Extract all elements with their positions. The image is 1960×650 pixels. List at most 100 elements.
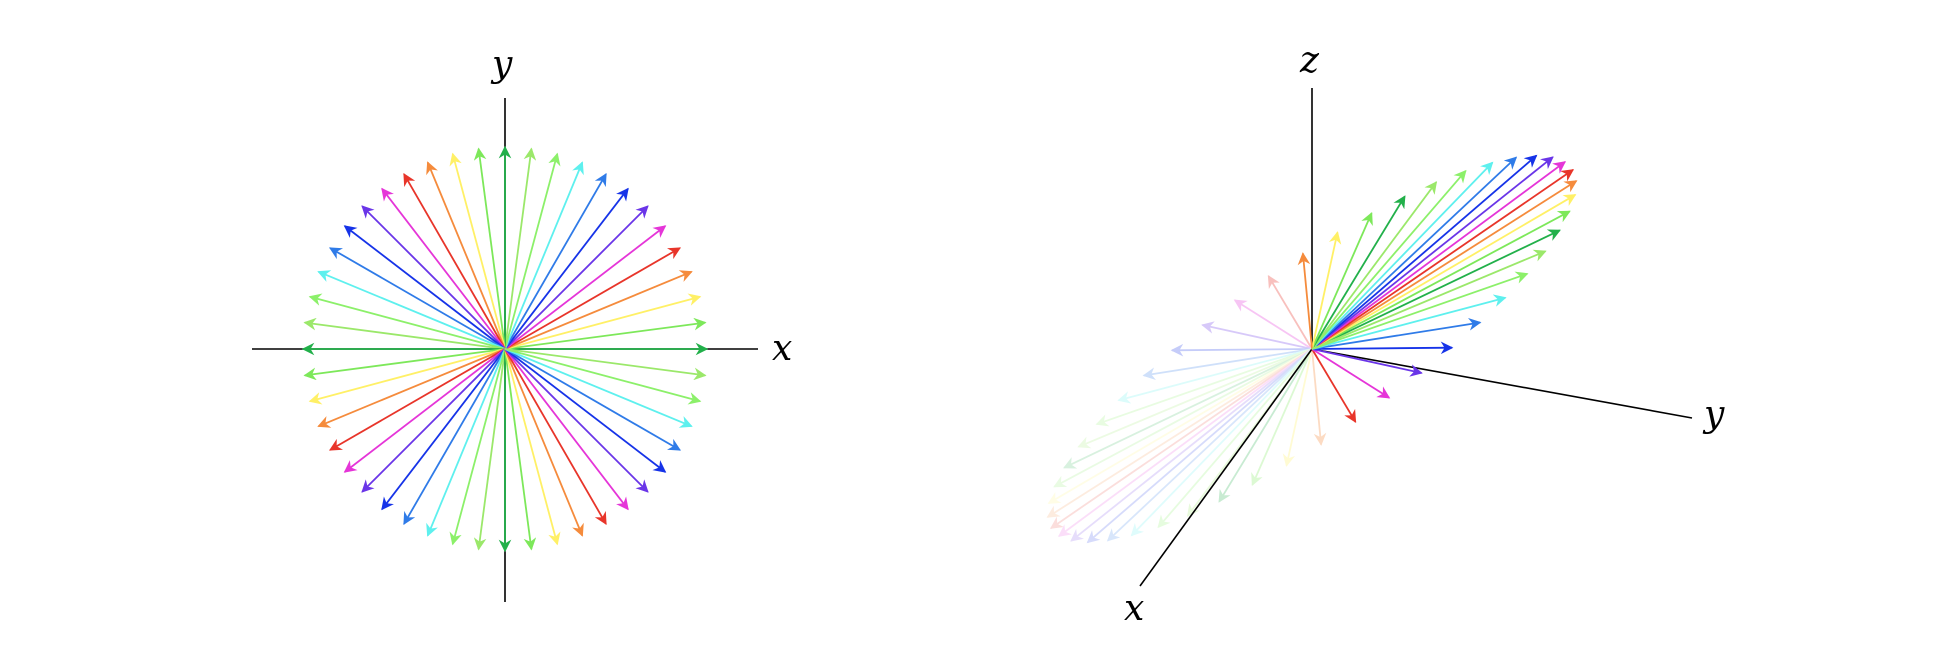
vector-arrow-3d bbox=[1311, 154, 1538, 350]
vector-arrow-3d bbox=[1086, 348, 1313, 544]
vector-arrow-2d bbox=[381, 348, 506, 511]
vector-arrow-2d bbox=[504, 187, 629, 350]
vector-arrow-3d bbox=[1311, 348, 1327, 446]
vector-arrow-3d bbox=[1057, 348, 1313, 537]
vector-arrow-3d bbox=[1157, 348, 1313, 529]
vector-arrow-3d bbox=[1311, 195, 1406, 350]
vector-arrow-3d bbox=[1046, 348, 1313, 518]
vector-arrow-2d bbox=[504, 161, 584, 350]
vector-arrow-2d bbox=[449, 348, 506, 546]
vector-arrow-2d bbox=[343, 348, 506, 473]
vector-arrow-2d bbox=[473, 147, 506, 350]
vector-arrow-3d bbox=[1311, 348, 1423, 377]
vector-arrow-2d bbox=[504, 293, 702, 350]
vector-arrow-2d bbox=[504, 348, 667, 473]
y-axis-label: y bbox=[490, 44, 513, 85]
vector-arrow-3d bbox=[1251, 348, 1313, 487]
vector-arrow-2d bbox=[329, 247, 506, 350]
vector-arrow-2d bbox=[504, 247, 681, 350]
vector-arrow-3d bbox=[1170, 343, 1313, 357]
vector-arrow-2d bbox=[473, 348, 506, 551]
vector-arrow-2d bbox=[361, 348, 506, 493]
vector-arrow-3d bbox=[1311, 341, 1454, 355]
vector-arrow-2d bbox=[504, 147, 537, 350]
vector-arrow-2d bbox=[504, 225, 667, 350]
vector-arrow-2d bbox=[504, 173, 607, 350]
vector-arrow-2d bbox=[504, 348, 702, 405]
vector-arrow-3d bbox=[1311, 161, 1567, 350]
vector-arrow-2d bbox=[308, 348, 506, 405]
vector-arrow-3d bbox=[1311, 249, 1547, 350]
vector-arrow-2d bbox=[504, 348, 584, 537]
left-2d-panel: x y bbox=[252, 44, 792, 602]
vector-arrow-3d bbox=[1142, 348, 1313, 380]
vector-arrow-2d bbox=[426, 161, 506, 350]
vector-arrow-2d bbox=[403, 173, 506, 350]
vector-arrow-3d bbox=[1311, 156, 1554, 350]
vector-arrow-2d bbox=[504, 348, 649, 493]
y-axis-label-3d: y bbox=[1702, 394, 1725, 435]
z-axis-label: z bbox=[1299, 40, 1320, 81]
vector-arrow-2d bbox=[329, 348, 506, 451]
vector-arrow-3d bbox=[1311, 231, 1342, 350]
x-axis-label-3d: x bbox=[1124, 588, 1144, 629]
vector-arrow-3d bbox=[1311, 294, 1507, 350]
vector-arrow-2d bbox=[504, 348, 681, 451]
vector-arrow-3d bbox=[1095, 348, 1313, 427]
vector-arrow-2d bbox=[308, 293, 506, 350]
vector-arrow-2d bbox=[361, 205, 506, 350]
vector-arrow-2d bbox=[343, 225, 506, 350]
vector-arrow-3d bbox=[1106, 348, 1313, 542]
vector-arrow-2d bbox=[317, 348, 506, 428]
vector-arrow-2d bbox=[403, 348, 506, 525]
vector-arrow-2d bbox=[317, 270, 506, 350]
vector-arrow-3d bbox=[1267, 275, 1313, 350]
right-front-vectors bbox=[1297, 154, 1578, 423]
vector-arrow-3d bbox=[1049, 348, 1313, 529]
vector-arrow-3d bbox=[1311, 348, 1357, 423]
vector-arrow-2d bbox=[504, 317, 707, 350]
vector-arrow-2d bbox=[504, 348, 629, 511]
vector-arrow-2d bbox=[381, 187, 506, 350]
vector-arrow-2d bbox=[426, 348, 506, 537]
vector-arrow-3d bbox=[1311, 169, 1467, 350]
vector-arrow-3d bbox=[1311, 180, 1578, 350]
vector-arrow-3d bbox=[1311, 156, 1518, 350]
vector-arrow-3d bbox=[1311, 348, 1391, 399]
vector-arrow-2d bbox=[303, 348, 506, 381]
vector-arrow-3d bbox=[1311, 210, 1571, 350]
vector-arrow-3d bbox=[1311, 211, 1373, 350]
vector-arrow-3d bbox=[1311, 194, 1577, 350]
right-back-vectors bbox=[1046, 275, 1327, 544]
vector-arrow-3d bbox=[1117, 348, 1313, 404]
vector-arrow-3d bbox=[1233, 299, 1313, 350]
vector-arrow-3d bbox=[1297, 252, 1313, 350]
vector-arrow-3d bbox=[1047, 348, 1313, 504]
left-vectors bbox=[301, 145, 709, 553]
vector-arrow-3d bbox=[1311, 318, 1482, 350]
vector-arrow-2d bbox=[504, 348, 607, 525]
y-axis-line-3d bbox=[1311, 348, 1693, 419]
vector-arrow-3d bbox=[1070, 348, 1313, 542]
vector-arrow-3d bbox=[1053, 348, 1313, 488]
vector-arrow-2d bbox=[504, 348, 693, 428]
vector-arrow-3d bbox=[1311, 229, 1561, 350]
vector-arrow-2d bbox=[504, 348, 561, 546]
vector-arrow-3d bbox=[1077, 348, 1313, 449]
vector-arrow-2d bbox=[449, 152, 506, 350]
vector-arrow-2d bbox=[504, 348, 537, 551]
vector-arrow-3d bbox=[1218, 348, 1313, 503]
right-3d-panel: z y x bbox=[1046, 40, 1725, 629]
vector-arrow-3d bbox=[1130, 348, 1313, 537]
vector-arrow-3d bbox=[1201, 321, 1313, 350]
vector-arrow-2d bbox=[504, 152, 561, 350]
vector-arrow-2d bbox=[504, 270, 693, 350]
x-axis-label: x bbox=[772, 328, 792, 369]
vector-arrow-2d bbox=[303, 317, 506, 350]
vector-arrow-3d bbox=[1311, 161, 1494, 350]
vector-arrow-2d bbox=[504, 205, 649, 350]
vector-arrow-3d bbox=[1311, 271, 1529, 350]
vector-arrow-3d bbox=[1063, 348, 1313, 469]
vector-arrow-3d bbox=[1282, 348, 1313, 467]
